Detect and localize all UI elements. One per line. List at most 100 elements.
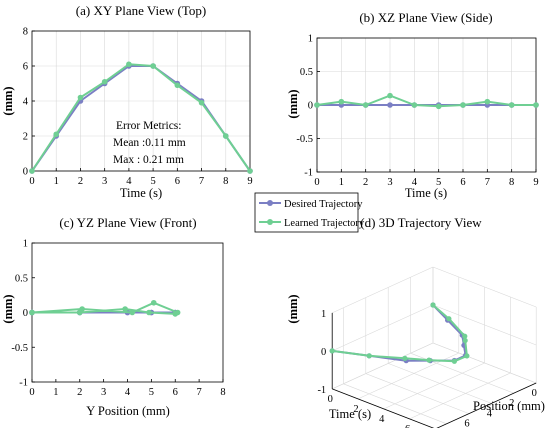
xy-point-learned	[77, 94, 84, 101]
legend-learned-label: Learned Trajectory	[284, 218, 365, 229]
xy-xtick-label: 4	[126, 176, 132, 187]
xy-series-line-learned	[31, 63, 251, 172]
panel-3d-wall-gridline	[332, 342, 434, 390]
xz-point-desired	[387, 102, 393, 108]
panel-3d-wall-gridline	[432, 266, 537, 308]
yz-ytick-label: 1	[23, 239, 28, 250]
xz-point-learned	[362, 102, 369, 108]
xy-point-learned	[126, 61, 132, 68]
metrics-heading: Error Metrics:	[116, 120, 181, 132]
panel-3d-floor-gridline	[409, 372, 511, 420]
xy-xtick-label: 0	[29, 176, 34, 187]
xz-xtick-label: 5	[436, 177, 441, 188]
legend-learned-marker	[267, 219, 273, 225]
xz-ytick-label: 1	[308, 34, 313, 45]
panel-3d: (d) 3D Trajectory View Time (s) Position…	[286, 215, 545, 428]
panel-3d-point-learned	[464, 353, 470, 359]
panel-yz-title: (c) YZ Plane View (Front)	[59, 215, 196, 230]
panel-3d-point-learned	[446, 316, 452, 322]
panel-3d-wall-gridline	[432, 342, 537, 384]
panel-3d-z-label: (mm)	[286, 294, 300, 323]
panel-xy-ylabel: (mm)	[1, 86, 15, 115]
panel-yz-ylabel: (mm)	[1, 294, 15, 323]
legend-desired-label: Desired Trajectory	[284, 199, 363, 210]
yz-point-learned	[146, 309, 152, 316]
panel-yz-plot: 0 1 2 3 4 5 6 7 8 -1 -0.5 0 0.5 1	[11, 239, 225, 399]
panel-3d-point-learned	[430, 302, 436, 308]
panel-3d-point-learned	[329, 348, 335, 354]
xy-xtick-label: 8	[223, 176, 228, 187]
panel-3d-time-axis	[436, 382, 537, 428]
xz-point-learned	[533, 102, 539, 108]
xy-xtick-label: 9	[247, 176, 252, 187]
xz-point-learned	[460, 102, 466, 108]
yz-xtick-label: 1	[53, 387, 58, 398]
xy-point-learned	[101, 78, 108, 85]
xz-xtick-label: 6	[460, 177, 465, 188]
xy-point-learned	[174, 82, 181, 89]
yz-point-learned	[129, 309, 136, 316]
metrics-max: Max : 0.21 mm	[113, 154, 184, 166]
panel-3d-time-tick-label: 6	[464, 419, 469, 428]
panel-3d-time-tick-label: 2	[509, 398, 514, 409]
panel-3d-wall-gridline	[332, 266, 434, 314]
yz-xtick-label: 3	[101, 387, 106, 398]
yz-ytick-label: 0.5	[15, 273, 28, 284]
yz-ytick-label: 0	[23, 308, 28, 319]
yz-xtick-label: 5	[149, 387, 154, 398]
xy-ytick-label: 8	[23, 27, 28, 38]
yz-xtick-label: 4	[125, 387, 131, 398]
xz-xtick-label: 8	[509, 177, 514, 188]
panel-3d-z-tick-label: 1	[321, 309, 326, 320]
panel-3d-point-learned	[462, 337, 468, 344]
xz-point-learned	[314, 102, 320, 108]
panel-xy-title: (a) XY Plane View (Top)	[76, 3, 206, 18]
xz-ytick-label: -1	[304, 168, 313, 179]
panel-3d-position-tick-label: 4	[379, 414, 385, 425]
panel-3d-z-tick-label: -1	[317, 385, 326, 396]
panel-3d-position-tick-label: 6	[405, 424, 410, 428]
yz-point-learned	[29, 309, 35, 316]
xz-xtick-label: 7	[485, 177, 490, 188]
xz-point-learned	[411, 102, 418, 108]
xz-point-learned	[508, 102, 515, 108]
xz-xtick-label: 2	[363, 177, 368, 188]
xy-point-learned	[247, 168, 253, 174]
panel-xy: (a) XY Plane View (Top) Time (s) (mm) 0 1…	[1, 3, 253, 200]
xz-point-learned	[435, 103, 442, 110]
xy-ytick-label: 6	[23, 62, 28, 73]
yz-ytick-label: -1	[19, 378, 28, 389]
yz-xtick-label: 7	[197, 387, 202, 398]
panel-3d-series-line-desired	[332, 304, 467, 362]
yz-xtick-label: 0	[29, 387, 34, 398]
xz-xtick-label: 3	[387, 177, 392, 188]
panel-3d-floor-gridline	[383, 362, 485, 410]
panel-3d-position-label: Position (mm)	[473, 399, 545, 413]
xy-point-learned	[53, 131, 60, 138]
xy-ytick-label: 2	[23, 132, 28, 143]
panel-xz-title: (b) XZ Plane View (Side)	[359, 10, 492, 25]
panel-3d-point-learned	[402, 355, 408, 361]
panel-xz-xlabel: Time (s)	[405, 186, 447, 200]
xy-xtick-label: 1	[54, 176, 59, 187]
xy-point-learned	[29, 168, 35, 174]
yz-xtick-label: 6	[173, 387, 178, 398]
panel-xy-plot: 0 1 2 3 4 5 6 7 8 9 0 2 4 6 8	[23, 27, 253, 187]
legend-box	[254, 192, 359, 233]
panel-3d-position-tick-label: 0	[328, 394, 333, 405]
xz-xtick-label: 9	[533, 177, 538, 188]
panel-xz-ylabel: (mm)	[286, 89, 300, 118]
panel-3d-series-line-learned	[332, 304, 468, 363]
panel-3d-wall-gridline	[332, 304, 434, 352]
xy-xtick-label: 6	[175, 176, 180, 187]
panel-3d-point-learned	[366, 353, 372, 359]
panel-3d-plot: 0246802468-101	[317, 266, 537, 428]
xy-xtick-label: 7	[199, 176, 204, 187]
xz-xtick-label: 4	[412, 177, 418, 188]
legend: Desired Trajectory Learned Trajectory	[254, 192, 365, 233]
yz-ytick-label: -0.5	[11, 343, 28, 354]
xz-series-line-learned	[316, 94, 536, 108]
panel-xz: (b) XZ Plane View (Side) Time (s) (mm) 0…	[286, 10, 539, 200]
panel-yz-xlabel: Y Position (mm)	[86, 404, 170, 418]
xz-ytick-label: -0.5	[296, 134, 313, 145]
